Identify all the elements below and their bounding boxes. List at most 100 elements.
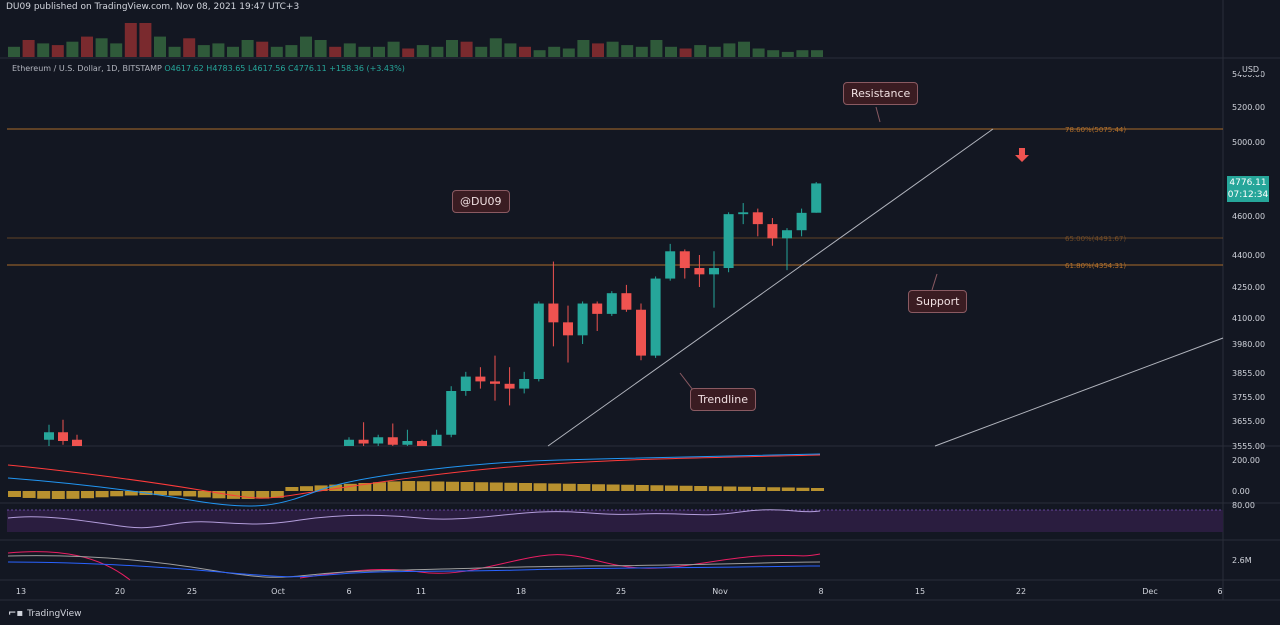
macd-line	[7, 453, 821, 507]
candle-body	[373, 437, 384, 444]
y-tick-label: 5000.00	[1232, 138, 1265, 147]
x-tick-label: 8	[818, 587, 823, 596]
volume-bar	[183, 38, 196, 57]
volume-bar	[139, 23, 152, 57]
macd-hist-bar	[679, 485, 693, 491]
macd-hist-bar	[154, 491, 167, 496]
macd-hist-bar	[387, 481, 401, 491]
symbol-name: Ethereum / U.S. Dollar, 1D, BITSTAMP	[12, 64, 162, 73]
tradingview-brand[interactable]: ⌐▪ TradingView	[8, 608, 82, 619]
macd-hist-bar	[723, 486, 737, 491]
volume-bar	[154, 36, 166, 57]
y-tick-label: 4100.00	[1232, 314, 1265, 323]
fib-label-0: 78.60%(5075.44)	[1065, 126, 1126, 134]
support-callout[interactable]: Support	[908, 290, 968, 313]
obv-tick-label: 2.6M	[1232, 556, 1252, 565]
x-tick-label: 18	[516, 587, 526, 596]
rsi-tick-label: 80.00	[1232, 501, 1255, 510]
volume-bar	[197, 45, 210, 57]
candle-body	[533, 303, 544, 379]
macd-hist-bar	[343, 483, 357, 491]
macd-hist-bar	[270, 491, 284, 498]
macd-hist-bar	[650, 485, 664, 491]
volume-bar	[241, 40, 254, 57]
resistance-callout[interactable]: Resistance	[843, 82, 919, 105]
candle-body	[387, 437, 398, 445]
volume-bar	[95, 38, 108, 57]
macd-hist-bar	[183, 491, 197, 497]
brand-label: TradingView	[27, 608, 82, 619]
candle-body	[694, 268, 705, 275]
volume-bar	[314, 40, 327, 57]
support-pointer	[931, 273, 938, 291]
volume-bar	[781, 51, 794, 57]
volume-bar	[270, 46, 283, 57]
x-tick-label: 15	[915, 587, 925, 596]
macd-hist-bar	[212, 491, 226, 499]
macd-hist-bar	[285, 487, 299, 491]
macd-hist-bar	[665, 485, 678, 491]
macd-hist-bar	[738, 486, 751, 491]
last-price-badge: 4776.11 07:12:34	[1227, 176, 1269, 202]
candle-body	[504, 383, 515, 389]
macd-hist-bar	[37, 491, 51, 499]
volume-bar	[416, 45, 429, 57]
x-tick-label: 25	[187, 587, 197, 596]
volume-bar	[8, 46, 20, 57]
candle-body	[563, 322, 573, 336]
volume-bar	[329, 46, 342, 57]
volume-bar	[679, 48, 692, 57]
volume-bar	[387, 41, 400, 57]
volume-bar	[460, 41, 473, 57]
volume-bar	[168, 46, 181, 57]
volume-bar	[811, 50, 823, 57]
macd-hist-bar	[475, 482, 489, 491]
macd-hist-bar	[431, 481, 445, 491]
volume-bar	[796, 50, 809, 57]
ohlc-values: O4617.62 H4783.65 L4617.56 C4776.11 +158…	[164, 64, 405, 73]
volume-bar	[402, 48, 415, 57]
macd-hist-bar	[358, 483, 372, 491]
macd-hist-bar	[606, 484, 620, 491]
y-tick-label: 3855.00	[1232, 369, 1265, 378]
volume-bar	[475, 46, 488, 57]
macd-hist-bar	[256, 491, 270, 499]
y-tick-label: 4600.00	[1232, 212, 1265, 221]
volume-bar	[504, 43, 517, 57]
tradingview-logo-icon: ⌐▪	[8, 608, 24, 619]
volume-bar	[110, 43, 123, 57]
volume-bar	[66, 41, 79, 57]
volume-bar	[665, 46, 677, 57]
published-header: DU09 published on TradingView.com, Nov 0…	[6, 2, 300, 12]
candle-body	[344, 439, 354, 446]
macd-hist-bar	[124, 491, 138, 496]
macd-hist-bar	[329, 484, 343, 491]
trendline-pointer	[679, 372, 694, 391]
x-tick-label: 22	[1016, 587, 1026, 596]
volume-bar	[256, 41, 269, 57]
x-tick-label: 11	[416, 587, 426, 596]
x-tick-label: Oct	[271, 587, 285, 596]
arrow-down-icon[interactable]	[1015, 148, 1029, 162]
macd-hist-bar	[460, 482, 474, 491]
x-tick-label: Dec	[1142, 587, 1157, 596]
x-tick-label: Nov	[712, 587, 728, 596]
y-tick-label: 5200.00	[1232, 103, 1265, 112]
macd-hist-bar	[548, 483, 562, 491]
macd-hist-bar	[752, 487, 766, 491]
candle-body	[665, 251, 676, 279]
macd-hist-bar	[168, 491, 182, 496]
author-callout[interactable]: @DU09	[452, 190, 510, 213]
volume-bar	[708, 46, 721, 57]
rsi-band	[7, 510, 1223, 532]
y-tick-label: 3555.00	[1232, 442, 1265, 451]
macd-hist-bar	[621, 484, 635, 491]
candle-body	[709, 268, 719, 275]
x-tick-label: 6	[1217, 587, 1222, 596]
macd-hist-bar	[489, 482, 503, 491]
candle-body	[811, 183, 822, 213]
candle-body	[58, 432, 68, 441]
trendline-callout[interactable]: Trendline	[690, 388, 756, 411]
y-tick-label: 3655.00	[1232, 417, 1265, 426]
